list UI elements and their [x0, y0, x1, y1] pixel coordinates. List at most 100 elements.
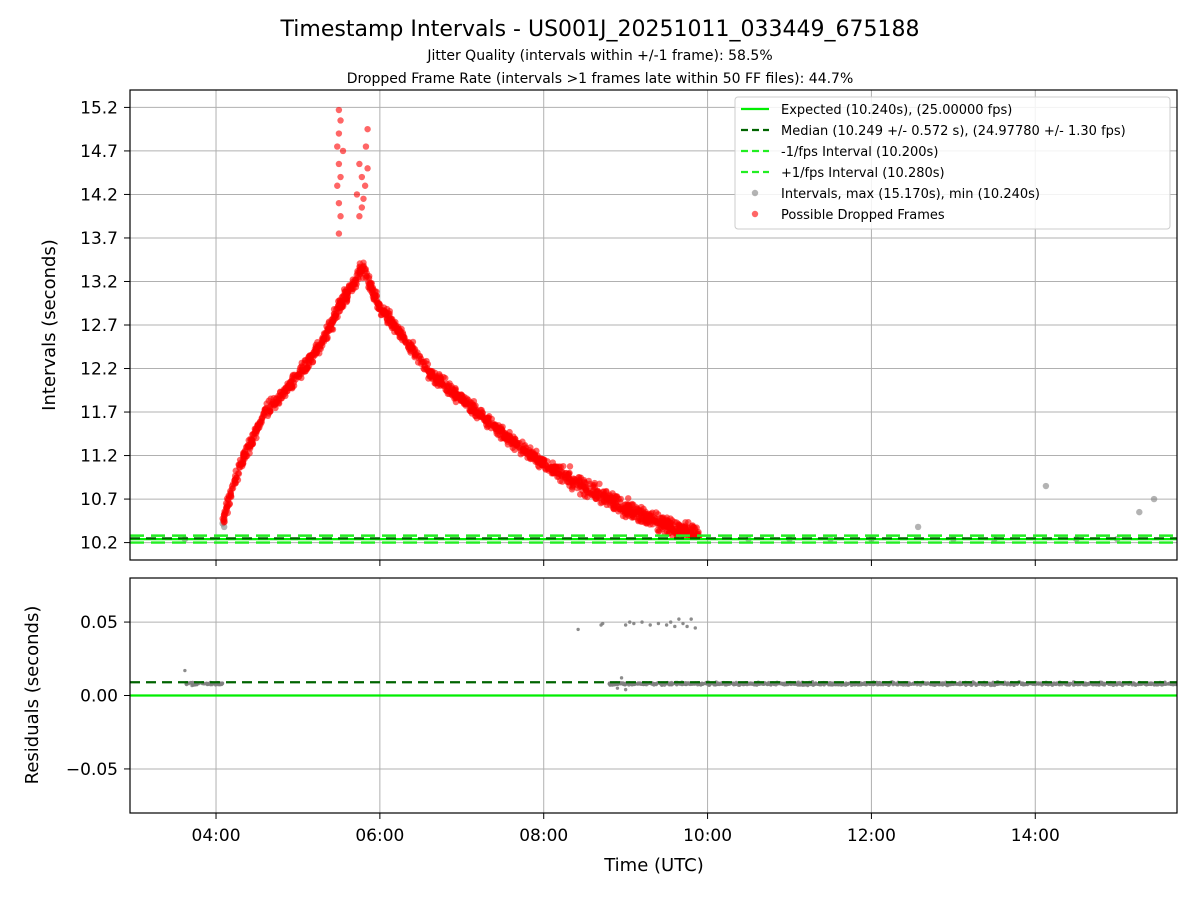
dropped-frame-point [362, 143, 370, 150]
residual-point [689, 617, 693, 621]
dropped-frame-point [364, 165, 371, 172]
residual-point [1084, 683, 1089, 687]
dropped-frame-point [337, 117, 344, 124]
dropped-frame-point [539, 461, 546, 469]
bot-frame [129, 577, 1178, 814]
dropped-frame-point [544, 458, 551, 465]
dropped-frame-point [635, 517, 642, 525]
dropped-frame-point [542, 466, 550, 473]
residual-point [686, 681, 690, 685]
dropped-frame-point [586, 487, 594, 495]
interval-point [1136, 508, 1143, 516]
top-y-tick-label: 11.7 [80, 403, 118, 423]
dropped-frame-point [221, 515, 228, 523]
dropped-frame-point [264, 412, 272, 420]
residual-point [716, 682, 721, 686]
dropped-frame-point [275, 400, 283, 407]
dropped-frame-point [688, 523, 696, 530]
residual-point [623, 687, 628, 692]
dropped-frame-point [557, 463, 564, 471]
interval-point [914, 523, 922, 531]
chart-subtitle-jitter: Jitter Quality (intervals within +/-1 fr… [426, 48, 772, 64]
residual-point [205, 682, 209, 687]
dropped-frame-point [356, 213, 363, 220]
residual-point [985, 682, 989, 687]
intervals-plot: 10.2 10.7 11.2 11.7 12.2 12.7 13.2 13.7 14.2 14.7… [80, 89, 1178, 566]
top-y-tick-label: 10.2 [80, 534, 118, 554]
residual-point [765, 681, 770, 686]
dropped-frame-point [691, 529, 699, 537]
legend-marker [751, 210, 759, 218]
legend-label: Median (10.249 +/- 0.572 s), (24.97780 +… [781, 124, 1126, 139]
residual-point [1111, 683, 1116, 688]
residual-point [1163, 682, 1168, 686]
residual-point [707, 683, 712, 687]
residual-point [701, 682, 705, 686]
dropped-frame-point [338, 301, 346, 309]
residual-point [940, 683, 945, 687]
dropped-frame-point [335, 106, 343, 114]
residual-point [1054, 682, 1058, 687]
dropped-frame-point [289, 383, 296, 391]
residual-point [877, 681, 882, 685]
dropped-frame-point [360, 263, 367, 270]
residual-point [1020, 682, 1025, 686]
bot-x-tick-label: 12:00 [847, 826, 896, 846]
dropped-frame-point [438, 379, 445, 386]
dropped-frame-point [337, 173, 344, 181]
dropped-frame-point [358, 268, 365, 275]
top-y-tick-label: 10.7 [80, 490, 118, 510]
residual-point [880, 682, 885, 687]
chart-title: Timestamp Intervals - US001J_20251011_03… [280, 17, 920, 42]
dropped-frame-point [312, 346, 319, 354]
dropped-frame-point [626, 507, 634, 515]
residual-point [895, 682, 900, 687]
dropped-frame-point [301, 366, 308, 373]
dropped-frame-point [353, 191, 361, 198]
residual-point [731, 681, 735, 685]
residual-point [669, 620, 673, 624]
dropped-frame-point [364, 125, 371, 133]
residual-point [822, 683, 826, 687]
residual-point [220, 681, 224, 686]
top-y-tick-label: 12.2 [80, 360, 118, 380]
dropped-frame-point [628, 514, 636, 521]
bot-y-tick-label: −0.05 [66, 760, 118, 780]
dropped-frame-point [308, 352, 316, 360]
bot-x-tick-label: 10:00 [683, 826, 732, 846]
dropped-frame-point [591, 481, 598, 489]
dropped-frame-point [342, 295, 350, 302]
dropped-frame-point [525, 450, 532, 457]
residual-point [779, 681, 783, 686]
dropped-frame-point [335, 130, 343, 137]
residual-point [742, 682, 746, 687]
dropped-frame-point [239, 462, 246, 470]
dropped-frame-point [289, 372, 296, 380]
residual-point [723, 683, 727, 687]
dropped-frame-point [240, 453, 248, 461]
dropped-frame-point [660, 524, 668, 531]
residual-point [828, 681, 833, 686]
dropped-frame-point [358, 173, 366, 181]
residual-point [1147, 682, 1151, 686]
bot-y-tick-label: 0.05 [80, 613, 118, 633]
residual-point [856, 683, 860, 687]
dropped-frame-point [643, 520, 650, 527]
dropped-frame-point [609, 501, 617, 508]
residual-point [1097, 683, 1101, 687]
residual-point [628, 620, 632, 624]
bot-y-tick-label: 0.00 [80, 687, 118, 707]
residual-point [926, 681, 931, 685]
top-y-tick-label: 15.2 [80, 98, 118, 118]
bot-x-tick-label: 14:00 [1011, 826, 1060, 846]
residual-point [622, 682, 626, 686]
residual-point [668, 682, 672, 686]
legend-label: -1/fps Interval (10.200s) [781, 145, 938, 160]
top-frame [129, 89, 1178, 561]
top-y-tick-label: 14.2 [80, 185, 118, 205]
legend-label: Possible Dropped Frames [781, 208, 945, 223]
dropped-frame-point [458, 395, 466, 402]
dropped-frame-point [333, 305, 340, 313]
residual-point [681, 621, 685, 626]
